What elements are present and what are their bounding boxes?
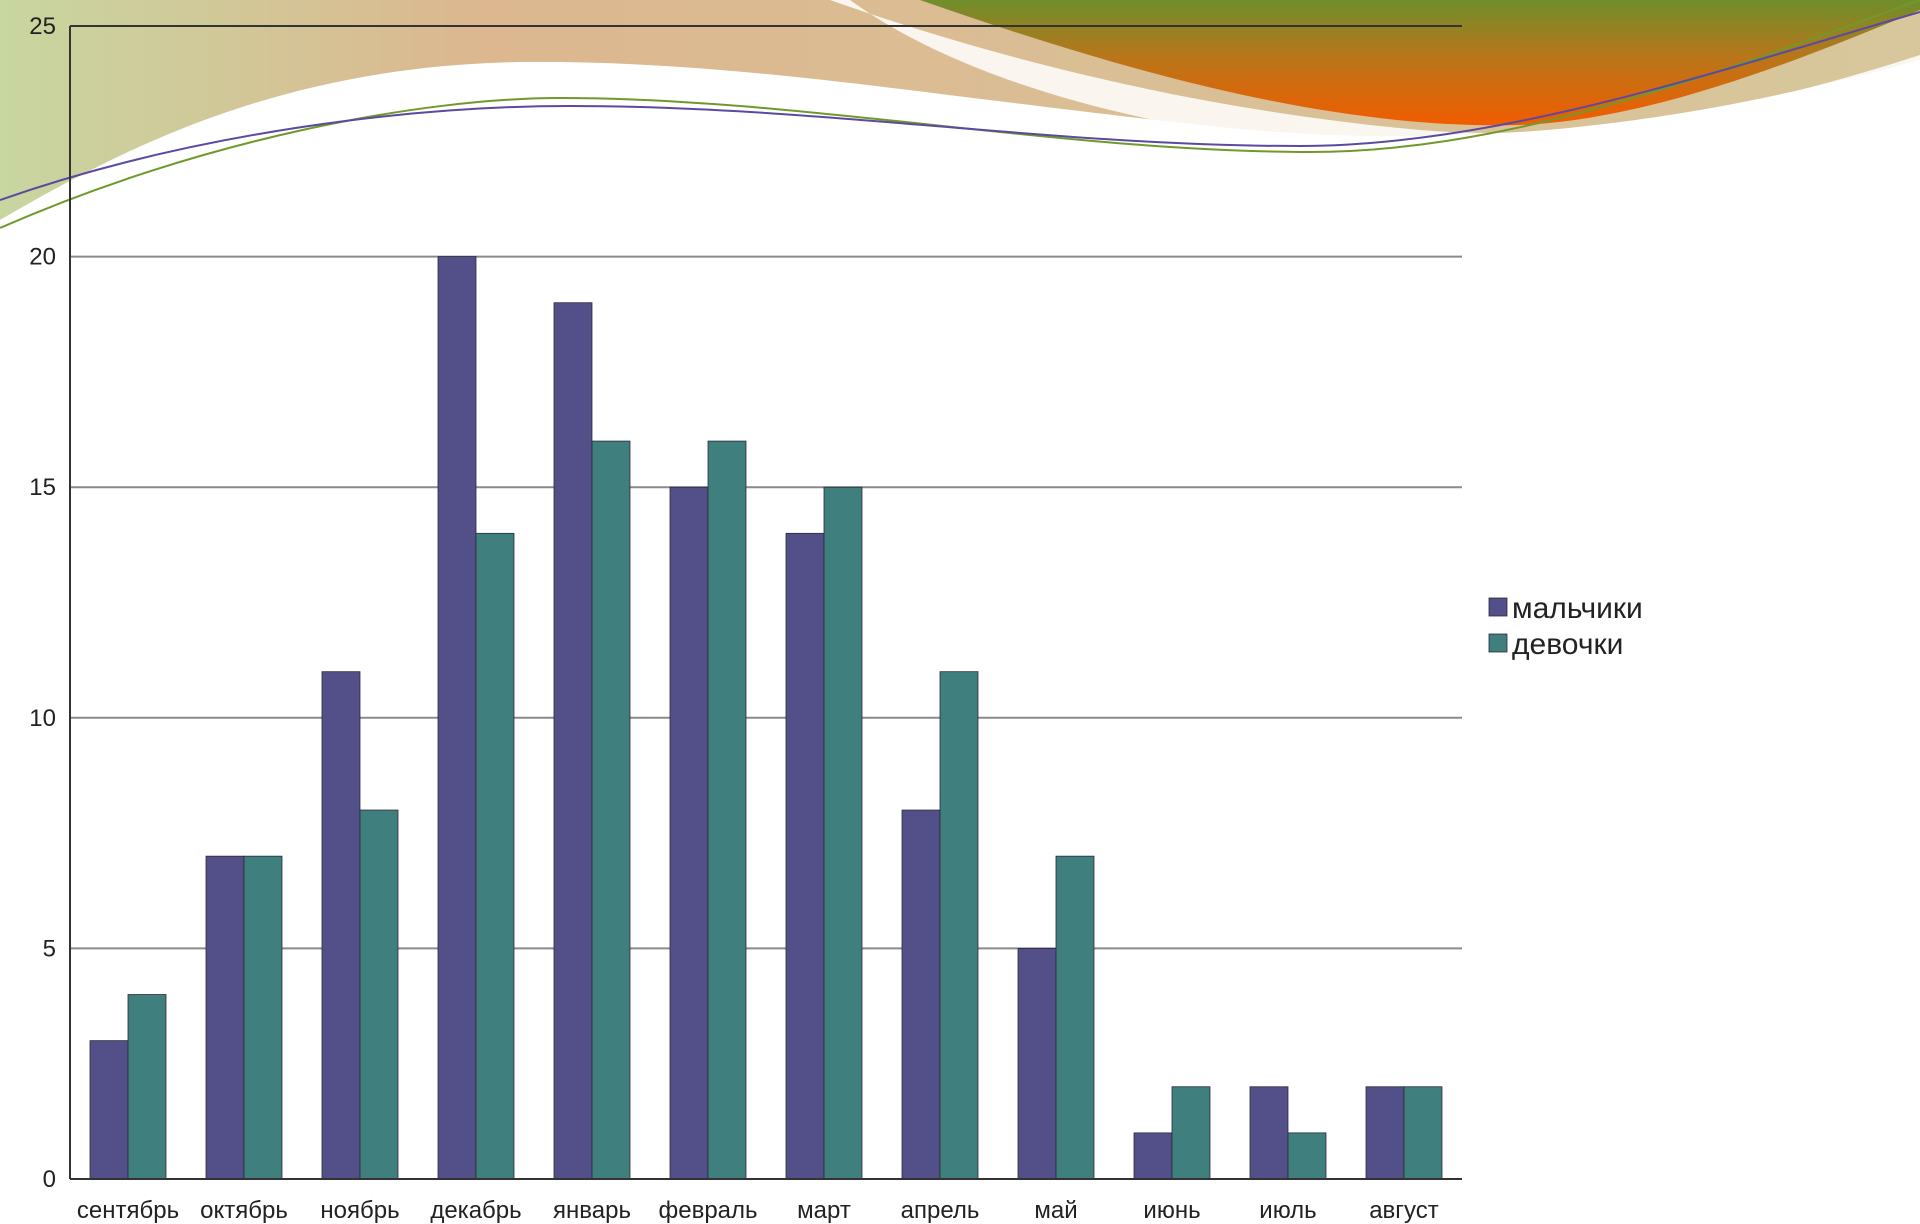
x-category-label: ноябрь [320, 1197, 399, 1224]
bar-series-1 [901, 809, 941, 1180]
y-axis-tick-labels: 0 5 10 15 20 25 [29, 13, 56, 1193]
bar-series-1 [553, 302, 593, 1180]
legend-label: девочки [1512, 628, 1623, 661]
y-tick-label: 25 [29, 13, 56, 40]
bar-series-1 [1133, 1132, 1173, 1180]
bar-series-1 [321, 671, 361, 1180]
legend-label: мальчики [1512, 592, 1643, 625]
bar-series-1 [1365, 1086, 1405, 1180]
decorative-background-waves [0, 0, 1920, 229]
x-category-label: сентябрь [77, 1197, 179, 1224]
bar-series-2 [243, 855, 283, 1180]
decor-white-ribbon [830, 0, 1920, 153]
bar-series-2 [823, 486, 863, 1180]
bar-series-1 [437, 256, 477, 1180]
x-category-label: октябрь [200, 1197, 288, 1224]
legend-swatch [1488, 633, 1508, 653]
bar-series-1 [1249, 1086, 1289, 1180]
x-category-label: май [1034, 1197, 1077, 1224]
bar-series-2 [475, 532, 515, 1180]
x-category-label: июль [1259, 1197, 1316, 1224]
bar-series-2 [591, 440, 631, 1180]
y-tick-label: 20 [29, 244, 56, 271]
bar-series-2 [359, 809, 399, 1180]
bar-series-2 [127, 994, 167, 1180]
bar-series-1 [205, 855, 245, 1180]
y-tick-label: 10 [29, 705, 56, 732]
bar-series-1 [1017, 948, 1057, 1180]
bar-series-2 [939, 671, 979, 1180]
x-category-label: декабрь [430, 1197, 521, 1224]
legend-swatch [1488, 597, 1508, 617]
bar-series-1 [669, 486, 709, 1180]
x-axis-category-labels: сентябрь октябрь ноябрь декабрь январь феврал… [77, 1197, 1439, 1224]
x-category-label: март [797, 1197, 851, 1224]
bar-series-2 [1403, 1086, 1443, 1180]
bars [89, 256, 1443, 1180]
bar-series-2 [1287, 1132, 1327, 1180]
decor-purple-line [0, 11, 1920, 201]
x-category-label: июнь [1143, 1197, 1200, 1224]
bar-series-1 [785, 532, 825, 1180]
bar-series-2 [1055, 855, 1095, 1180]
bar-series-2 [1171, 1086, 1211, 1180]
y-tick-label: 15 [29, 474, 56, 501]
axes [69, 26, 1462, 1180]
x-category-label: февраль [658, 1197, 757, 1224]
y-tick-label: 0 [43, 1166, 56, 1193]
x-category-label: апрель [901, 1197, 980, 1224]
x-category-label: январь [553, 1197, 631, 1224]
y-tick-label: 5 [43, 935, 56, 962]
x-category-label: август [1369, 1197, 1439, 1224]
decor-orange-wave [920, 0, 1920, 126]
bar-series-1 [89, 1040, 129, 1180]
bar-series-2 [707, 440, 747, 1180]
